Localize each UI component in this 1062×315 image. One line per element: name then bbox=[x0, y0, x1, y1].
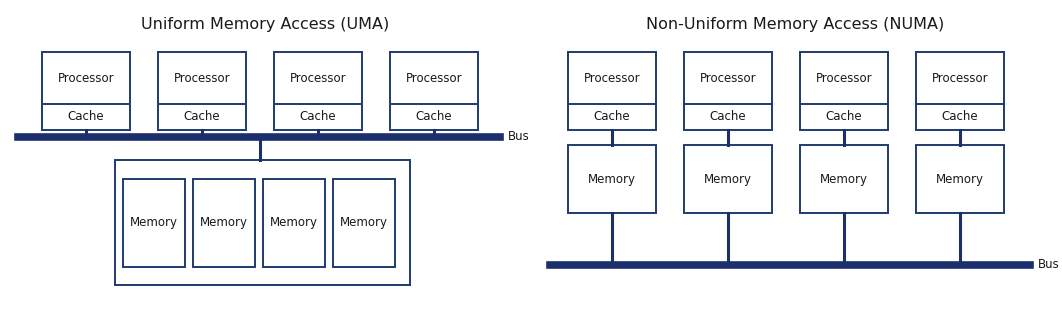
FancyBboxPatch shape bbox=[390, 52, 478, 130]
Text: Processor: Processor bbox=[816, 72, 872, 84]
FancyBboxPatch shape bbox=[917, 145, 1004, 213]
Text: Cache: Cache bbox=[709, 111, 747, 123]
Text: Cache: Cache bbox=[942, 111, 978, 123]
FancyBboxPatch shape bbox=[568, 52, 656, 130]
Text: Processor: Processor bbox=[700, 72, 756, 84]
Text: Non-Uniform Memory Access (NUMA): Non-Uniform Memory Access (NUMA) bbox=[646, 17, 944, 32]
Text: Cache: Cache bbox=[184, 111, 220, 123]
Text: Bus: Bus bbox=[1038, 259, 1060, 272]
Text: Processor: Processor bbox=[174, 72, 230, 84]
Text: Memory: Memory bbox=[270, 216, 318, 229]
Text: Processor: Processor bbox=[57, 72, 115, 84]
Text: Memory: Memory bbox=[130, 216, 178, 229]
FancyBboxPatch shape bbox=[263, 179, 325, 266]
Text: Processor: Processor bbox=[290, 72, 346, 84]
FancyBboxPatch shape bbox=[158, 52, 246, 130]
Text: Cache: Cache bbox=[299, 111, 337, 123]
FancyBboxPatch shape bbox=[274, 52, 362, 130]
FancyBboxPatch shape bbox=[684, 145, 772, 213]
Text: Cache: Cache bbox=[594, 111, 631, 123]
Text: Processor: Processor bbox=[584, 72, 640, 84]
Text: Uniform Memory Access (UMA): Uniform Memory Access (UMA) bbox=[141, 17, 389, 32]
Text: Cache: Cache bbox=[415, 111, 452, 123]
FancyBboxPatch shape bbox=[568, 145, 656, 213]
Text: Memory: Memory bbox=[820, 173, 868, 186]
FancyBboxPatch shape bbox=[800, 145, 888, 213]
Text: Processor: Processor bbox=[931, 72, 989, 84]
Text: Memory: Memory bbox=[200, 216, 249, 229]
Text: Memory: Memory bbox=[588, 173, 636, 186]
Text: Cache: Cache bbox=[825, 111, 862, 123]
Text: Memory: Memory bbox=[936, 173, 984, 186]
FancyBboxPatch shape bbox=[193, 179, 255, 266]
Text: Memory: Memory bbox=[704, 173, 752, 186]
Text: Memory: Memory bbox=[340, 216, 388, 229]
FancyBboxPatch shape bbox=[123, 179, 185, 266]
FancyBboxPatch shape bbox=[800, 52, 888, 130]
Text: Bus: Bus bbox=[508, 130, 530, 144]
Text: Cache: Cache bbox=[68, 111, 104, 123]
FancyBboxPatch shape bbox=[684, 52, 772, 130]
Text: Processor: Processor bbox=[406, 72, 462, 84]
FancyBboxPatch shape bbox=[115, 160, 410, 285]
FancyBboxPatch shape bbox=[42, 52, 130, 130]
FancyBboxPatch shape bbox=[333, 179, 395, 266]
FancyBboxPatch shape bbox=[917, 52, 1004, 130]
